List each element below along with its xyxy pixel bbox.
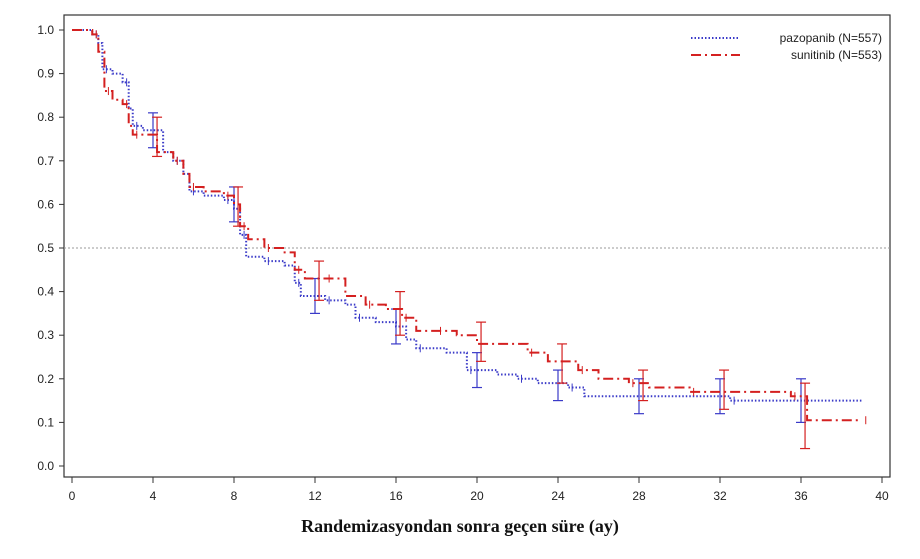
y-tick-label: 0.2	[37, 372, 54, 386]
x-tick-label: 16	[389, 489, 403, 503]
x-tick-label: 8	[231, 489, 238, 503]
legend: pazopanib (N=557) sunitinib (N=553)	[691, 31, 882, 62]
x-tick-label: 0	[69, 489, 76, 503]
y-tick-label: 0.0	[37, 459, 54, 473]
y-tick-label: 0.9	[37, 67, 54, 81]
x-tick-label: 28	[632, 489, 646, 503]
y-tick-label: 0.1	[37, 415, 54, 429]
error-bar-pazopanib	[472, 352, 482, 389]
y-tick-label: 0.7	[37, 154, 54, 168]
y-tick-label: 0.4	[37, 285, 54, 299]
legend-label-sunitinib: sunitinib (N=553)	[791, 48, 882, 62]
error-bar-sunitinib	[557, 343, 568, 384]
series-line-pazopanib	[72, 29, 862, 402]
x-tick-label: 4	[150, 489, 157, 503]
y-tick-label: 0.8	[37, 110, 54, 124]
legend-label-pazopanib: pazopanib (N=557)	[780, 31, 882, 45]
x-tick-label: 24	[551, 489, 565, 503]
series-line-sunitinib	[72, 29, 862, 422]
y-tick-label: 0.3	[37, 328, 54, 342]
y-tick-label: 1.0	[37, 23, 54, 37]
error-bar-sunitinib	[314, 260, 325, 301]
error-bar-sunitinib	[152, 116, 163, 158]
plot-frame	[63, 14, 891, 478]
x-tick-label: 40	[875, 489, 889, 503]
error-bar-sunitinib	[800, 382, 811, 450]
x-tick-label: 20	[470, 489, 484, 503]
x-tick-label: 32	[713, 489, 727, 503]
error-bar-sunitinib	[638, 369, 649, 402]
error-bar-sunitinib	[476, 321, 487, 362]
error-bar-sunitinib	[233, 186, 244, 227]
error-bar-pazopanib	[715, 378, 725, 415]
y-tick-label: 0.5	[37, 241, 54, 255]
error-bar-pazopanib	[553, 369, 563, 402]
x-tick-label: 36	[794, 489, 808, 503]
error-bar-sunitinib	[719, 369, 730, 410]
y-tick-label: 0.6	[37, 197, 54, 211]
x-tick-label: 12	[308, 489, 322, 503]
error-bar-pazopanib	[634, 378, 644, 415]
error-bar-sunitinib	[395, 291, 406, 336]
x-axis-label: Randemizasyondan sonra geçen süre (ay)	[301, 516, 619, 536]
error-bar-pazopanib	[796, 378, 806, 423]
